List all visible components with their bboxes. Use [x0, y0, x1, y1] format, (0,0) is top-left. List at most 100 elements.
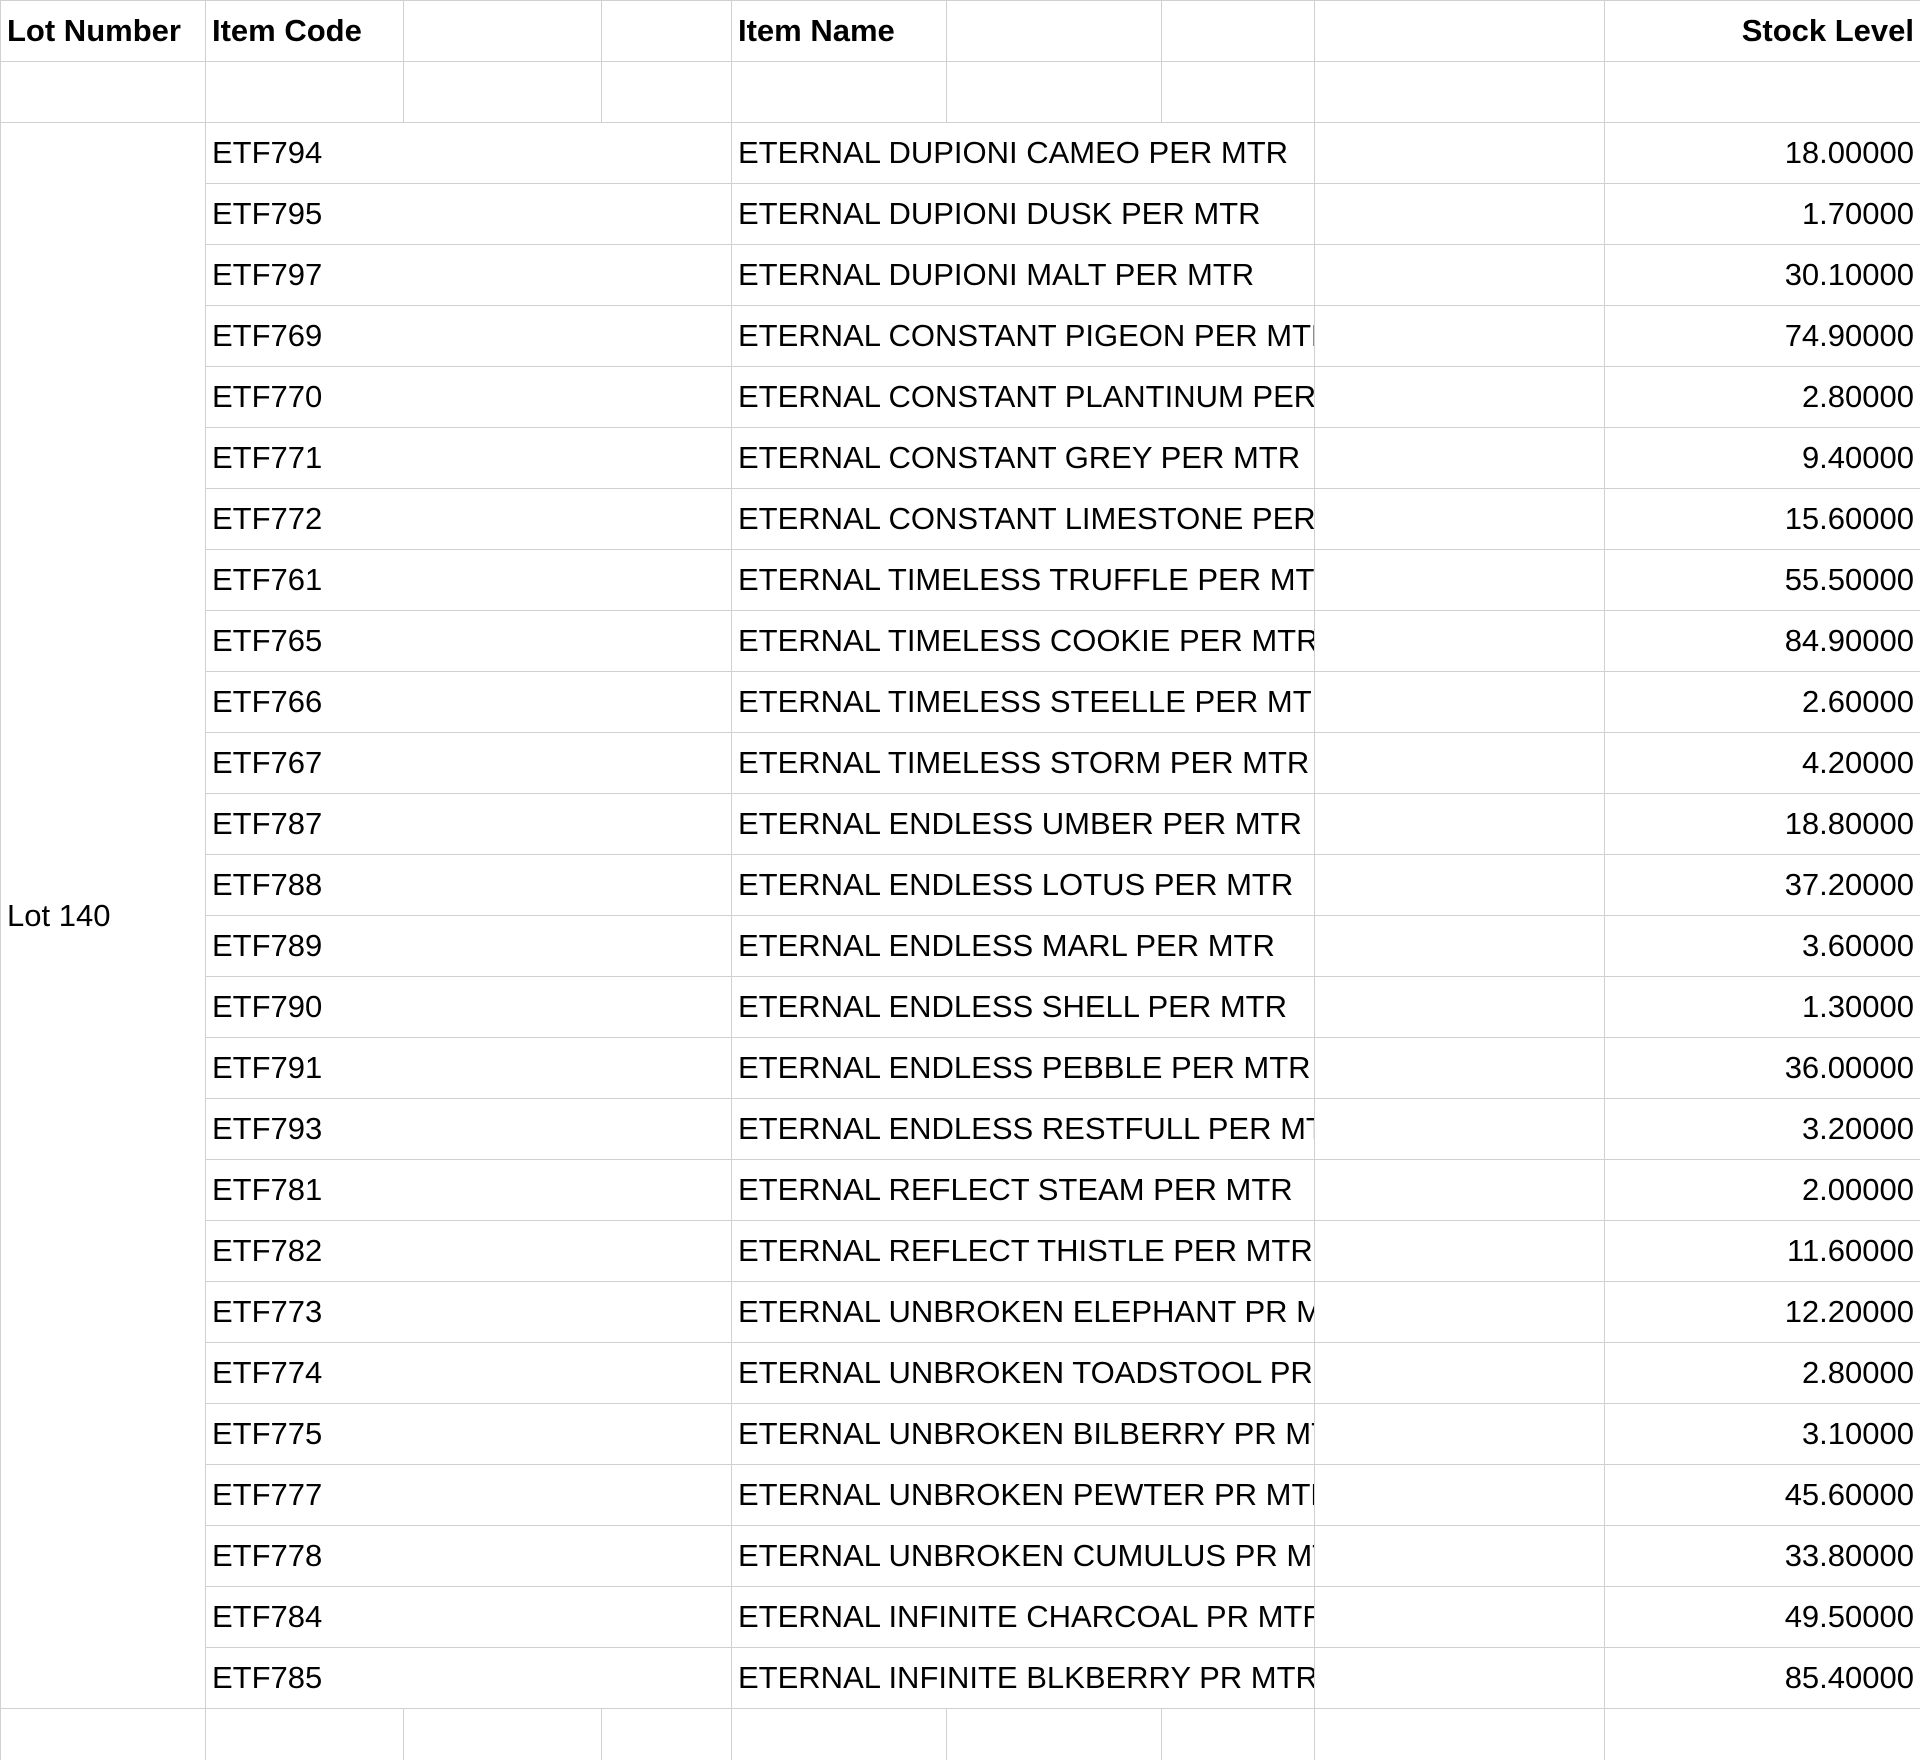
table-row: ETF771ETERNAL CONSTANT GREY PER MTR9.400…: [1, 428, 1920, 489]
item-name-cell: ETERNAL UNBROKEN CUMULUS PR MTR: [732, 1526, 1315, 1587]
spacer-cell: [1315, 1404, 1605, 1465]
spacer-cell: [1315, 1, 1605, 62]
stock-level-cell: 2.80000: [1605, 1343, 1920, 1404]
table-row: ETF790ETERNAL ENDLESS SHELL PER MTR 1.300…: [1, 977, 1920, 1038]
spacer-cell: [602, 1, 732, 62]
item-name-cell: ETERNAL ENDLESS SHELL PER MTR: [732, 977, 1315, 1038]
blank-row: [1, 1709, 1920, 1760]
item-code-cell: ETF761: [206, 550, 732, 611]
item-code-cell: ETF766: [206, 672, 732, 733]
item-name-cell: ETERNAL CONSTANT LIMESTONE PER: [732, 489, 1315, 550]
item-code-cell: ETF787: [206, 794, 732, 855]
table-row: ETF770ETERNAL CONSTANT PLANTINUM PER2.80…: [1, 367, 1920, 428]
spacer-cell: [1315, 977, 1605, 1038]
item-name-cell: ETERNAL CONSTANT PLANTINUM PER: [732, 367, 1315, 428]
item-name-cell: ETERNAL DUPIONI DUSK PER MTR: [732, 184, 1315, 245]
table-row: ETF781ETERNAL REFLECT STEAM PER MTR2.000…: [1, 1160, 1920, 1221]
item-name-cell: ETERNAL TIMELESS STORM PER MTR: [732, 733, 1315, 794]
stock-level-cell: 1.30000: [1605, 977, 1920, 1038]
table-row: ETF788ETERNAL ENDLESS LOTUS PER MTR37.20…: [1, 855, 1920, 916]
spacer-cell: [1315, 306, 1605, 367]
item-code-cell: ETF775: [206, 1404, 732, 1465]
stock-level-cell: 45.60000: [1605, 1465, 1920, 1526]
spacer-cell: [404, 1, 602, 62]
stock-level-cell: 55.50000: [1605, 550, 1920, 611]
spacer-cell: [1315, 184, 1605, 245]
spacer-cell: [1315, 245, 1605, 306]
table-row: ETF767ETERNAL TIMELESS STORM PER MTR4.20…: [1, 733, 1920, 794]
spacer-cell: [1315, 1160, 1605, 1221]
stock-level-cell: 49.50000: [1605, 1587, 1920, 1648]
item-name-cell: ETERNAL ENDLESS PEBBLE PER MTR: [732, 1038, 1315, 1099]
spacer-cell: [1315, 1282, 1605, 1343]
spacer-cell: [1315, 428, 1605, 489]
stock-level-cell: 9.40000: [1605, 428, 1920, 489]
item-code-cell: ETF790: [206, 977, 732, 1038]
item-name-cell: ETERNAL ENDLESS UMBER PER MTR: [732, 794, 1315, 855]
table-row: ETF761ETERNAL TIMELESS TRUFFLE PER MTR55…: [1, 550, 1920, 611]
spacer-cell: [1315, 489, 1605, 550]
item-name-cell: ETERNAL REFLECT THISTLE PER MTR: [732, 1221, 1315, 1282]
table-row: Lot 140ETF794ETERNAL DUPIONI CAMEO PER M…: [1, 123, 1920, 184]
item-code-cell: ETF795: [206, 184, 732, 245]
stock-level-cell: 37.20000: [1605, 855, 1920, 916]
item-name-cell: ETERNAL TIMELESS COOKIE PER MTR: [732, 611, 1315, 672]
table-row: ETF772ETERNAL CONSTANT LIMESTONE PER15.6…: [1, 489, 1920, 550]
item-code-cell: ETF781: [206, 1160, 732, 1221]
spacer-cell: [1315, 855, 1605, 916]
spacer-cell: [947, 1709, 1162, 1760]
item-code-cell: ETF784: [206, 1587, 732, 1648]
item-code-cell: ETF777: [206, 1465, 732, 1526]
spacer-cell: [1315, 1343, 1605, 1404]
item-name-cell: ETERNAL REFLECT STEAM PER MTR: [732, 1160, 1315, 1221]
item-code-cell: ETF782: [206, 1221, 732, 1282]
stock-level-cell: 33.80000: [1605, 1526, 1920, 1587]
spacer-cell: [1315, 1221, 1605, 1282]
header-item-name: Item Name: [732, 1, 947, 62]
header-lot-number: Lot Number: [1, 1, 206, 62]
item-name-cell: ETERNAL DUPIONI CAMEO PER MTR: [732, 123, 1315, 184]
item-code-cell: ETF789: [206, 916, 732, 977]
stock-level-cell: 3.10000: [1605, 1404, 1920, 1465]
spacer-cell: [1315, 1709, 1605, 1760]
table-row: ETF793ETERNAL ENDLESS RESTFULL PER MTR3.…: [1, 1099, 1920, 1160]
blank-row: [1, 62, 1920, 123]
stock-level-cell: 4.20000: [1605, 733, 1920, 794]
table-row: ETF791ETERNAL ENDLESS PEBBLE PER MTR36.0…: [1, 1038, 1920, 1099]
table-row: ETF778ETERNAL UNBROKEN CUMULUS PR MTR33.…: [1, 1526, 1920, 1587]
item-name-cell: ETERNAL UNBROKEN PEWTER PR MTR: [732, 1465, 1315, 1526]
header-item-name-label: Item Name: [738, 13, 895, 49]
spacer-cell: [1315, 1465, 1605, 1526]
item-name-cell: ETERNAL ENDLESS LOTUS PER MTR: [732, 855, 1315, 916]
item-code-cell: ETF770: [206, 367, 732, 428]
spacer-cell: [1315, 550, 1605, 611]
spacer-cell: [1315, 672, 1605, 733]
stock-level-cell: 18.80000: [1605, 794, 1920, 855]
stock-level-cell: 2.60000: [1605, 672, 1920, 733]
stock-level-cell: 3.20000: [1605, 1099, 1920, 1160]
spacer-cell: [1315, 611, 1605, 672]
spacer-cell: [947, 1, 1162, 62]
spacer-cell: [1315, 1099, 1605, 1160]
stock-table: Lot Number Item Code Item Name Stock Lev…: [0, 0, 1920, 1760]
item-code-cell: ETF797: [206, 245, 732, 306]
spacer-cell: [732, 1709, 947, 1760]
stock-level-cell: 15.60000: [1605, 489, 1920, 550]
stock-level-cell: 12.20000: [1605, 1282, 1920, 1343]
item-code-cell: ETF785: [206, 1648, 732, 1709]
table-row: ETF765ETERNAL TIMELESS COOKIE PER MTR84.…: [1, 611, 1920, 672]
stock-level-cell: 30.10000: [1605, 245, 1920, 306]
spacer-cell: [1315, 1526, 1605, 1587]
table-row: ETF774ETERNAL UNBROKEN TOADSTOOL PR2.800…: [1, 1343, 1920, 1404]
table-row: ETF789ETERNAL ENDLESS MARL PER MTR3.6000…: [1, 916, 1920, 977]
stock-level-cell: 84.90000: [1605, 611, 1920, 672]
spacer-cell: [1162, 1, 1315, 62]
spacer-cell: [1315, 1587, 1605, 1648]
table-row: ETF784ETERNAL INFINITE CHARCOAL PR MTR49…: [1, 1587, 1920, 1648]
item-code-cell: ETF773: [206, 1282, 732, 1343]
spacer-cell: [206, 1709, 404, 1760]
spacer-cell: [1315, 1648, 1605, 1709]
table-row: ETF777ETERNAL UNBROKEN PEWTER PR MTR 45.6…: [1, 1465, 1920, 1526]
item-name-cell: ETERNAL INFINITE BLKBERRY PR MTR: [732, 1648, 1315, 1709]
item-code-cell: ETF791: [206, 1038, 732, 1099]
